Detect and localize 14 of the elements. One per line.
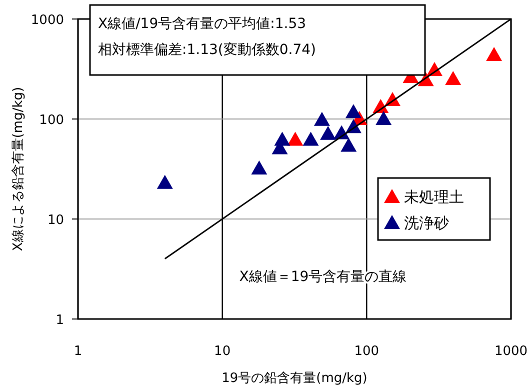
- y-axis-title: X線による鉛含有量(mg/kg): [11, 86, 26, 252]
- y-tick-label: 10: [47, 213, 64, 228]
- y-tick-label: 100: [39, 113, 64, 128]
- x-tick-label: 1000: [494, 344, 528, 359]
- x-tick-label: 1: [74, 344, 82, 359]
- x-tick-label: 10: [214, 344, 231, 359]
- annotation-box: X線値/19号含有量の平均値:1.53 相対標準偏差:1.13(変動係数0.74): [89, 4, 426, 76]
- x-axis-title: 19号の鉛含有量(mg/kg): [222, 371, 368, 386]
- legend-label: 未処理土: [404, 188, 464, 206]
- annotation: X線値/19号含有量の平均値:1.53 相対標準偏差:1.13(変動係数0.74): [98, 16, 316, 58]
- x-tick-label: 100: [354, 344, 380, 359]
- legend-label: 洗浄砂: [404, 214, 449, 232]
- y-tick-label: 1: [56, 313, 64, 328]
- y-tick-label: 1000: [30, 13, 64, 28]
